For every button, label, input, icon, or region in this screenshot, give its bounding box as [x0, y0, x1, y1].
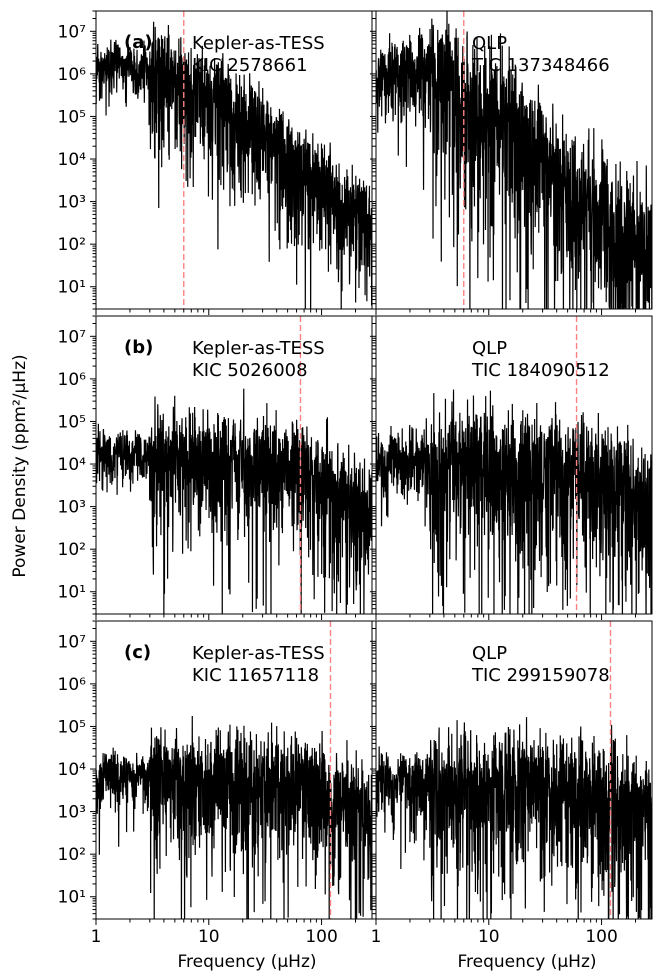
x-tick-label: 10: [478, 927, 500, 947]
panel-frame: [95, 620, 373, 920]
y-tick-label: 10¹: [58, 888, 86, 908]
y-tick-label: 10³: [58, 193, 86, 213]
y-tick-label: 10²: [58, 845, 86, 865]
panel-row-label: (c): [124, 642, 151, 663]
y-tick-label: 10²: [58, 235, 86, 255]
panel-source-label: Kepler-as-TESS: [192, 338, 325, 359]
panel-frame: [375, 10, 653, 310]
spectrum-line: [96, 388, 372, 614]
y-tick-label: 10³: [58, 803, 86, 823]
x-tick-label: 1: [371, 927, 382, 947]
panel-target-label: TIC 137348466: [471, 55, 610, 76]
x-tick-label: 10: [198, 927, 220, 947]
y-tick-label: 10³: [58, 498, 86, 518]
y-tick-label: 10¹: [58, 583, 86, 603]
panel-1-0: 10¹ 10² 10³ 10⁴ 10⁵ 10⁶ 10⁷ (b) Kepler-as-TESSKI…: [58, 315, 373, 620]
panel-source-label: Kepler-as-TESS: [192, 33, 325, 54]
y-tick-label: 10⁵: [58, 107, 86, 127]
y-tick-label: 10⁴: [58, 150, 87, 170]
y-tick-label: 10¹: [58, 278, 86, 298]
y-tick-label: 10⁷: [58, 22, 87, 42]
panel-0-0: 10¹ 10² 10³ 10⁴ 10⁵ 10⁶ 10⁷ (a) Kepler-as-TESSKI…: [58, 10, 373, 315]
y-tick-label: 10⁶: [58, 675, 87, 695]
spectrum-line: [376, 389, 652, 614]
y-tick-label: 10⁵: [58, 412, 86, 432]
panel-source-label: QLP: [472, 643, 507, 664]
y-tick-label: 10⁷: [58, 632, 87, 652]
panel-target-label: KIC 5026008: [192, 360, 308, 381]
y-tick-label: 10⁴: [58, 455, 87, 475]
panel-frame: [375, 620, 653, 920]
x-axis-label: Frequency (μHz): [177, 952, 316, 972]
x-tick-label: 1: [91, 927, 102, 947]
spectrum-line: [96, 21, 372, 309]
panel-frame: [375, 315, 653, 615]
panel-row-label: (b): [124, 337, 153, 358]
y-tick-label: 10⁵: [58, 717, 86, 737]
panel-target-label: KIC 2578661: [192, 55, 308, 76]
panel-2-0: 10¹ 10² 10³ 10⁴ 10⁵ 10⁶ 10⁷ 1 10 100 (c) Kepler-as-…: [58, 620, 373, 947]
panel-source-label: QLP: [472, 338, 507, 359]
spectrum-line: [376, 717, 652, 919]
spectrum-line: [376, 11, 652, 309]
spectrum-line: [96, 715, 372, 919]
panel-frame: [95, 10, 373, 310]
y-tick-label: 10⁶: [58, 370, 87, 390]
y-tick-label: 10⁷: [58, 327, 87, 347]
panel-source-label: Kepler-as-TESS: [192, 643, 325, 664]
panel-source-label: QLP: [472, 33, 507, 54]
y-axis-label: Power Density (ppm²/μHz): [10, 354, 30, 577]
x-axis-label: Frequency (μHz): [457, 952, 596, 972]
x-tick-label: 100: [305, 927, 337, 947]
panel-target-label: KIC 11657118: [192, 665, 319, 686]
panel-target-label: TIC 184090512: [471, 360, 610, 381]
panel-frame: [95, 315, 373, 615]
panel-row-label: (a): [124, 32, 153, 53]
panel-target-label: TIC 299159078: [471, 665, 610, 686]
y-tick-label: 10⁴: [58, 760, 87, 780]
y-tick-label: 10⁶: [58, 65, 87, 85]
y-tick-label: 10²: [58, 540, 86, 560]
x-tick-label: 100: [585, 927, 617, 947]
